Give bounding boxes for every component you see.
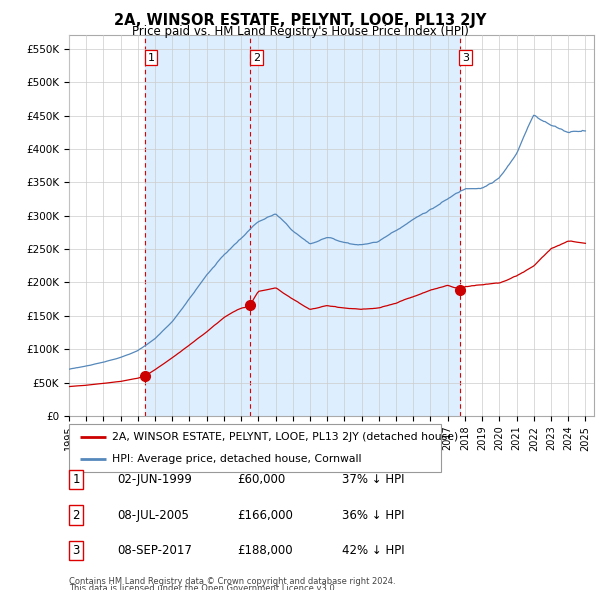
Text: £188,000: £188,000: [237, 544, 293, 557]
Text: 08-SEP-2017: 08-SEP-2017: [117, 544, 192, 557]
Text: 02-JUN-1999: 02-JUN-1999: [117, 473, 192, 486]
Text: £60,000: £60,000: [237, 473, 285, 486]
Text: This data is licensed under the Open Government Licence v3.0.: This data is licensed under the Open Gov…: [69, 584, 337, 590]
Text: 3: 3: [462, 53, 469, 63]
Text: 37% ↓ HPI: 37% ↓ HPI: [342, 473, 404, 486]
FancyBboxPatch shape: [69, 424, 441, 472]
Text: HPI: Average price, detached house, Cornwall: HPI: Average price, detached house, Corn…: [112, 454, 361, 464]
Text: 2: 2: [253, 53, 260, 63]
Text: Contains HM Land Registry data © Crown copyright and database right 2024.: Contains HM Land Registry data © Crown c…: [69, 577, 395, 586]
Text: Price paid vs. HM Land Registry's House Price Index (HPI): Price paid vs. HM Land Registry's House …: [131, 25, 469, 38]
Text: 42% ↓ HPI: 42% ↓ HPI: [342, 544, 404, 557]
Text: 2: 2: [73, 509, 80, 522]
Text: 08-JUL-2005: 08-JUL-2005: [117, 509, 189, 522]
Text: 1: 1: [148, 53, 155, 63]
Text: 1: 1: [73, 473, 80, 486]
Bar: [145, 35, 460, 416]
Text: 36% ↓ HPI: 36% ↓ HPI: [342, 509, 404, 522]
Text: 3: 3: [73, 544, 80, 557]
Text: 2A, WINSOR ESTATE, PELYNT, LOOE, PL13 2JY (detached house): 2A, WINSOR ESTATE, PELYNT, LOOE, PL13 2J…: [112, 432, 458, 442]
Text: £166,000: £166,000: [237, 509, 293, 522]
Text: 2A, WINSOR ESTATE, PELYNT, LOOE, PL13 2JY: 2A, WINSOR ESTATE, PELYNT, LOOE, PL13 2J…: [114, 13, 486, 28]
